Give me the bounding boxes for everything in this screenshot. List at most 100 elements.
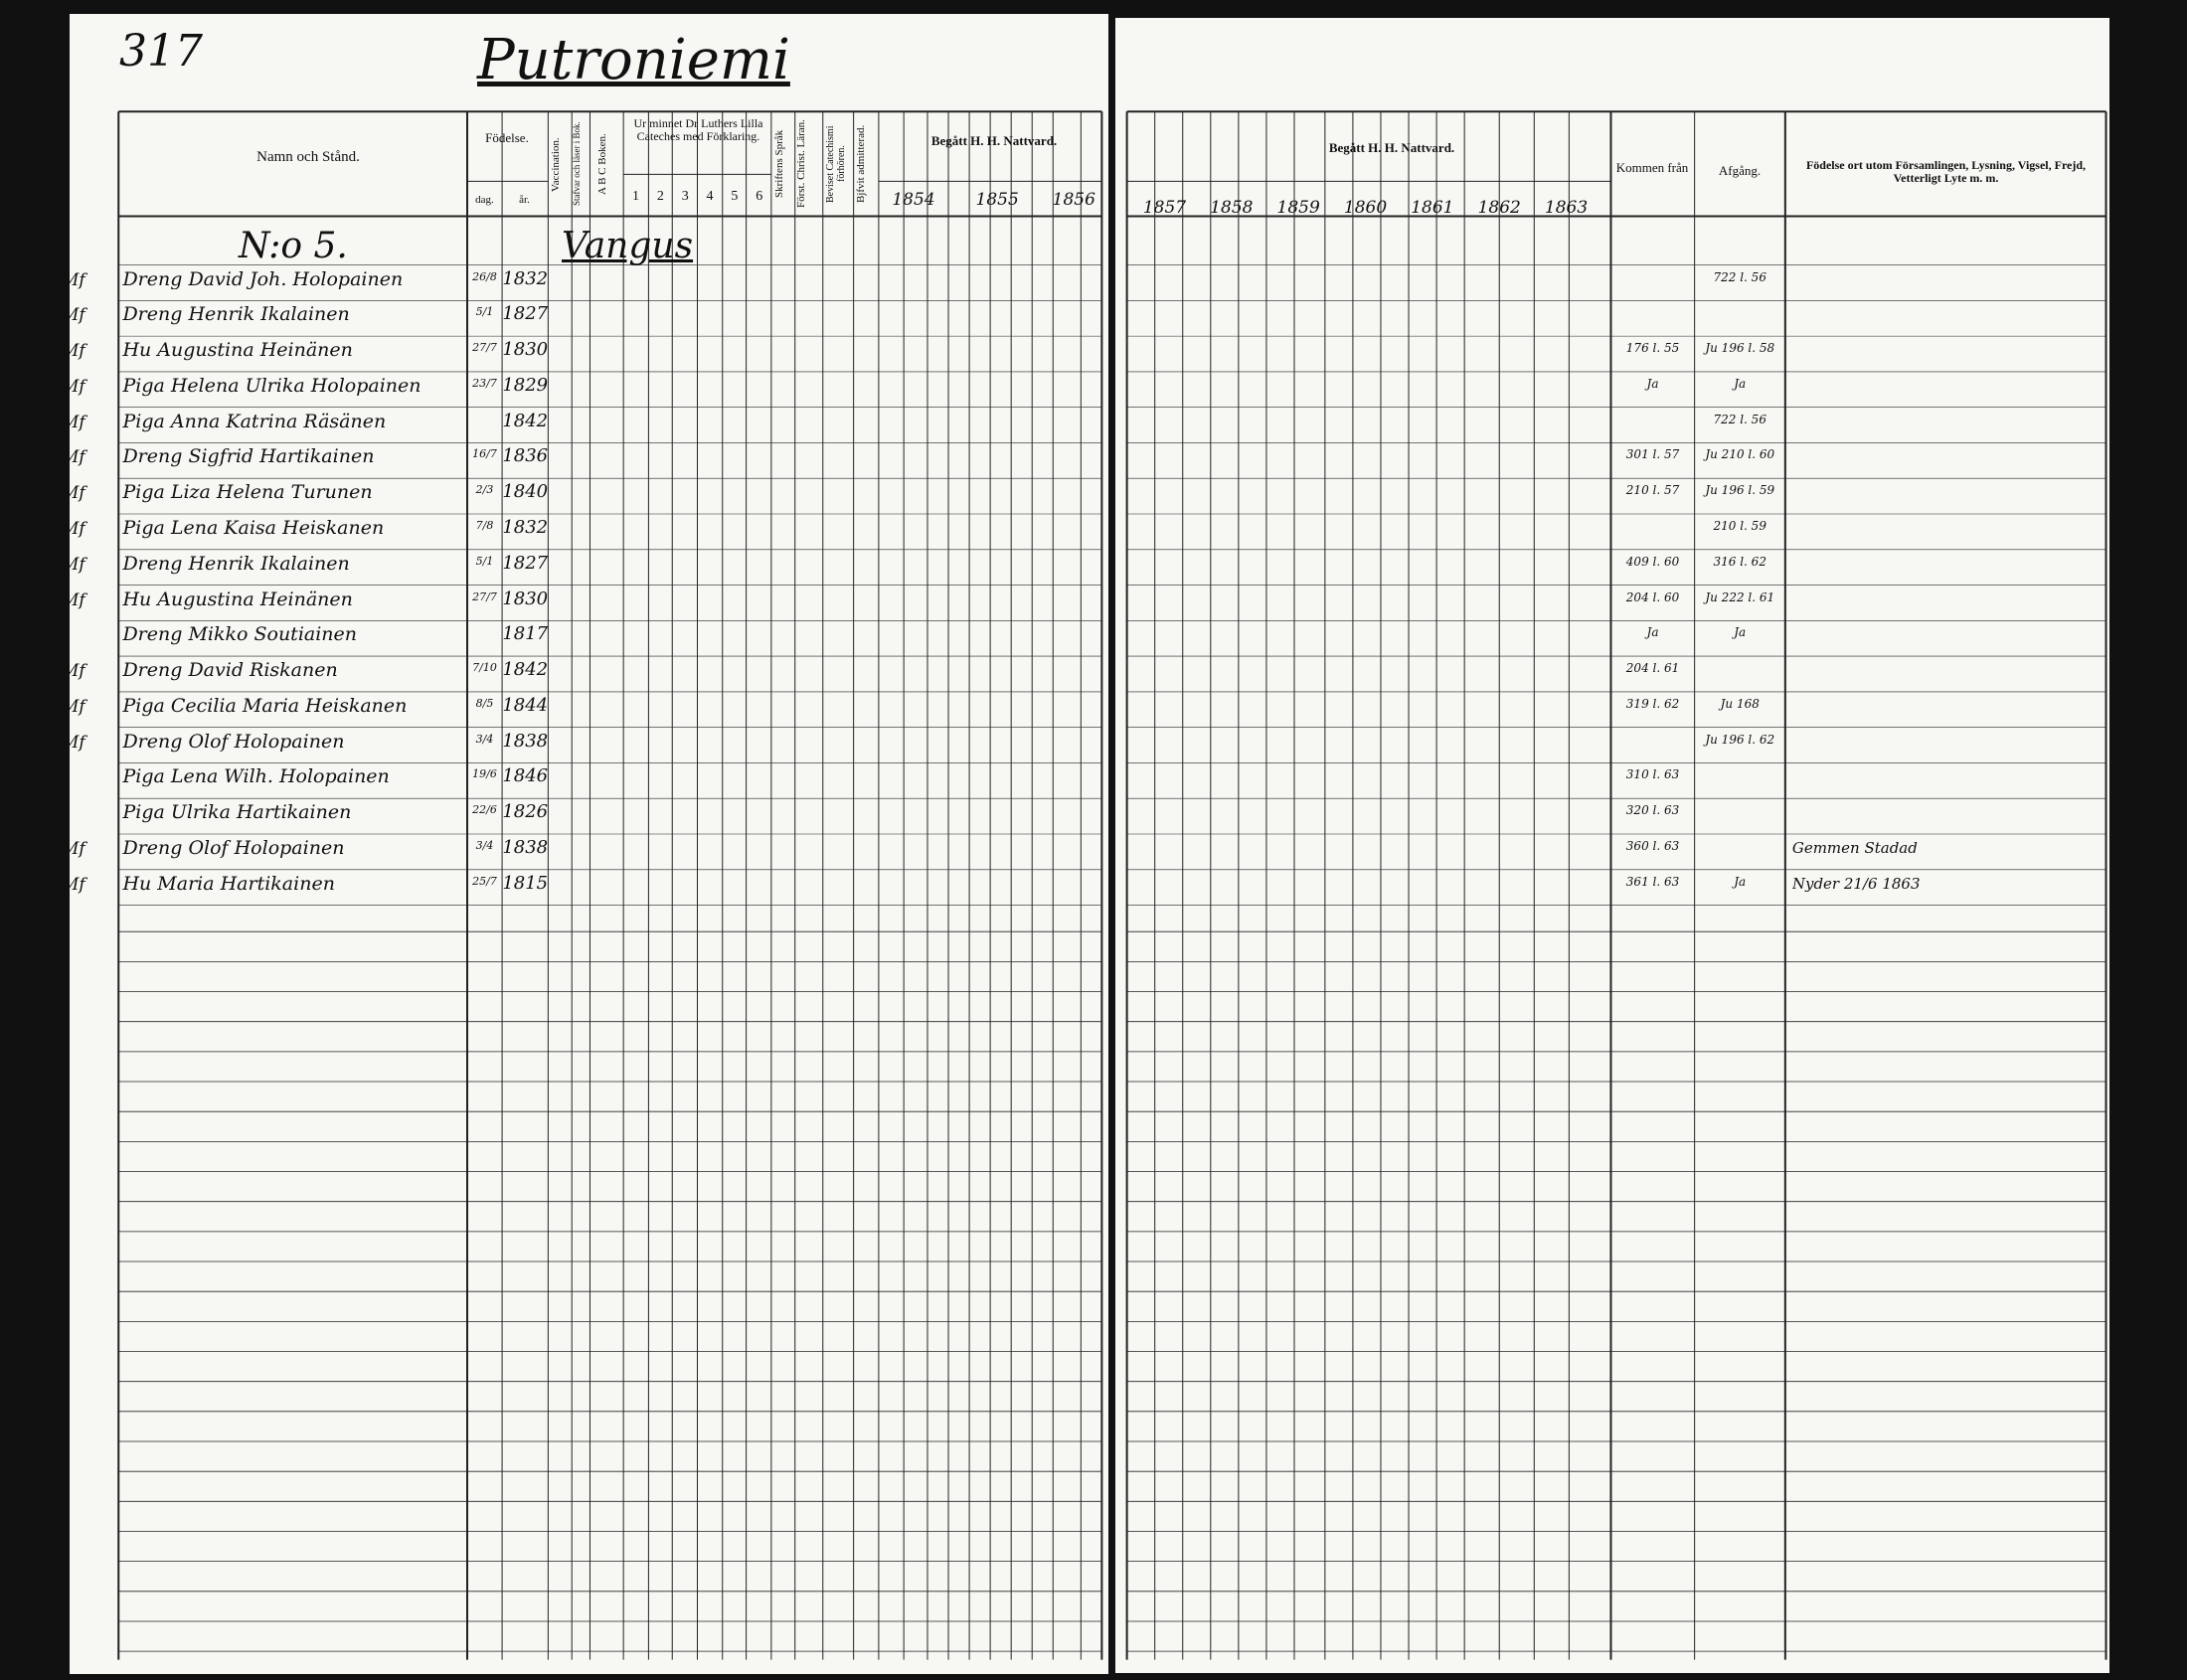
day: 5/1: [475, 555, 494, 568]
day: 16/7: [472, 448, 497, 461]
arrived: 210 l. 57: [1625, 484, 1680, 498]
name: Dreng Olof Holopainen: [122, 837, 345, 859]
departed: Ja: [1734, 626, 1747, 640]
cell: 5: [731, 189, 739, 204]
year: 1832: [502, 518, 549, 538]
year: 1830: [502, 588, 549, 609]
name: Hu Maria Hartikainen: [122, 873, 335, 895]
name: Dreng Sigfrid Hartikainen: [122, 446, 375, 468]
name: Piga Lena Kaisa Heiskanen: [122, 518, 385, 539]
hdr-notes: Födelse ort utom Församlingen, Lysning, …: [1805, 158, 2087, 186]
arrived: 319 l. 62: [1625, 697, 1680, 711]
cell: 1854: [892, 191, 935, 210]
name: Hu Augustina Heinänen: [122, 340, 353, 361]
day: 3/4: [475, 839, 494, 852]
year: 1829: [502, 375, 549, 396]
arrived: 310 l. 63: [1625, 768, 1680, 782]
arrived: 204 l. 60: [1625, 590, 1680, 604]
cell: 1860: [1343, 199, 1388, 218]
arrived: 361 l. 63: [1625, 875, 1680, 889]
cell: 2: [656, 189, 664, 204]
day: 26/8: [472, 270, 497, 283]
name: Dreng David Riskanen: [122, 660, 338, 681]
departed: Ju 168: [1720, 697, 1760, 711]
section-number: N:o 5.: [239, 226, 348, 266]
cell: 1858: [1210, 199, 1254, 218]
margin: Mf: [62, 590, 85, 610]
departed: Ju 196 l. 58: [1705, 342, 1775, 356]
name: Dreng David Joh. Holopainen: [122, 268, 404, 290]
day: 22/6: [472, 804, 497, 817]
margin: Mf: [62, 306, 85, 326]
arrived: Ja: [1646, 626, 1659, 640]
name: Piga Anna Katrina Räsänen: [122, 411, 387, 432]
hdr-scripture: Skriftens Språk: [773, 129, 785, 199]
day: 19/6: [472, 768, 497, 781]
departed: Ju 222 l. 61: [1705, 590, 1775, 604]
hdr-vaccination: Vaccination.: [550, 137, 562, 192]
margin: Mf: [62, 555, 85, 575]
cell: 6: [756, 189, 763, 204]
hdr-communion-left: Begått H. H. Nattvard.: [930, 133, 1058, 148]
name: Dreng Olof Holopainen: [122, 731, 345, 753]
hdr-communion-right: Begått H. H. Nattvard.: [1328, 140, 1455, 155]
right-page: [1115, 18, 2109, 1673]
year: 1826: [502, 802, 549, 822]
day: 7/8: [475, 520, 494, 532]
cell: 1857: [1142, 199, 1187, 218]
arrived: 409 l. 60: [1625, 555, 1680, 569]
name: Dreng Henrik Ikalainen: [122, 304, 350, 326]
name: Piga Helena Ulrika Holopainen: [122, 375, 421, 397]
name: Piga Cecilia Maria Heiskanen: [122, 695, 408, 717]
year: 1827: [502, 304, 549, 325]
year: 1842: [502, 411, 549, 431]
cell: 1855: [975, 191, 1019, 210]
day: 23/7: [472, 377, 497, 390]
arrived: Ja: [1646, 377, 1659, 391]
margin: Mf: [62, 342, 85, 361]
hdr-exams: Beviset Catechismi förhören.: [825, 125, 847, 203]
departed: Ju 196 l. 59: [1705, 484, 1775, 498]
margin: Mf: [62, 413, 85, 432]
arrived: 320 l. 63: [1625, 804, 1680, 818]
cell: 3: [681, 189, 689, 204]
name: Piga Lena Wilh. Holopainen: [122, 766, 390, 788]
departed: Ja: [1734, 875, 1747, 889]
arrived: 204 l. 61: [1625, 662, 1680, 676]
hdr-birth: Födelse.: [485, 130, 529, 145]
hdr-year: år.: [519, 194, 530, 206]
hdr-catechism: Ur minnet Dr Luthers Lilla Cateches med …: [633, 116, 763, 144]
cell: 1856: [1052, 191, 1095, 210]
arrived: 301 l. 57: [1625, 448, 1680, 462]
cell: 4: [706, 189, 714, 204]
year: 1815: [502, 873, 549, 894]
day: 7/10: [472, 662, 497, 675]
year: 1832: [502, 268, 549, 289]
name: Hu Augustina Heinänen: [122, 588, 353, 610]
name: Piga Liza Helena Turunen: [122, 482, 373, 504]
title: Putroniemi: [477, 28, 790, 92]
departed: Ja: [1734, 377, 1747, 391]
day: 25/7: [472, 875, 497, 888]
day: 2/3: [475, 484, 494, 497]
arrived: 360 l. 63: [1625, 839, 1680, 853]
margin: Mf: [62, 520, 85, 539]
year: 1846: [502, 766, 549, 787]
year: 1842: [502, 660, 549, 680]
hdr-arrived: Kommen från: [1615, 160, 1689, 175]
day: 3/4: [475, 733, 494, 746]
margin: Mf: [62, 484, 85, 503]
page-number: 317: [119, 26, 203, 77]
margin: Mf: [62, 839, 85, 859]
margin: Mf: [62, 270, 85, 290]
cell: 1862: [1477, 199, 1521, 218]
hdr-abc: A B C Boken.: [596, 133, 608, 195]
hdr-departed: Afgång.: [1718, 163, 1762, 178]
arrived: 176 l. 55: [1625, 342, 1680, 356]
year: 1840: [502, 482, 549, 503]
margin: Mf: [62, 697, 85, 717]
margin: Mf: [62, 448, 85, 468]
hdr-name: Namn och Stånd.: [256, 149, 360, 165]
